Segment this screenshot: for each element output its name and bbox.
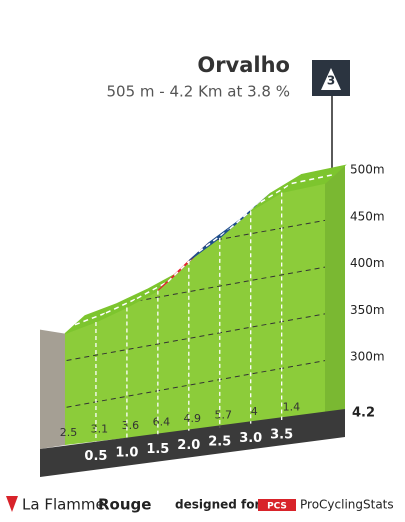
grid-line <box>65 263 325 319</box>
x-tick-label: 0.5 <box>84 449 107 464</box>
designed-for: designed for <box>175 498 260 512</box>
y-tick-label: 400m <box>350 256 385 270</box>
x-tick-label: 3.5 <box>270 428 293 443</box>
front-face <box>65 183 325 445</box>
pcs-logo <box>258 499 296 511</box>
climb-subtitle: 505 m - 4.2 Km at 3.8 % <box>106 83 290 101</box>
gradient-label: 3.1 <box>91 423 109 436</box>
grid-line <box>65 356 325 413</box>
center-line <box>136 281 169 300</box>
x-tick-label: 1.0 <box>115 445 138 460</box>
gradient-label: 4.9 <box>184 412 202 425</box>
x-tick-label: 2.5 <box>208 435 231 450</box>
y-tick-label: 350m <box>350 303 385 317</box>
center-line <box>291 173 336 185</box>
pcs-label: PCS <box>267 502 287 512</box>
gradient-label: 2.5 <box>60 426 78 439</box>
gradient-label: 6.4 <box>153 416 171 429</box>
end-face <box>325 165 345 415</box>
climb-title: Orvalho <box>197 53 290 77</box>
center-line <box>198 228 231 253</box>
footer: La Flamme Rouge designed for PCS ProCycl… <box>6 496 394 514</box>
gradient-label: 5.7 <box>214 408 232 421</box>
y-tick-label: 450m <box>350 209 385 223</box>
pcs-name: ProCyclingStats <box>300 498 394 512</box>
y-tick-label: 300m <box>350 350 385 364</box>
center-line <box>229 201 262 230</box>
gradient-label: 3.6 <box>122 419 140 432</box>
gradient-label: 4 <box>251 405 258 418</box>
center-line <box>260 182 293 203</box>
distance-band <box>40 409 345 477</box>
brand-a: La Flamme <box>22 496 105 514</box>
brand-b: Rouge <box>98 496 151 514</box>
center-line <box>105 297 138 314</box>
center-line <box>167 251 200 283</box>
brand-logo <box>6 496 18 512</box>
x-tick-label: 3.0 <box>239 431 262 446</box>
gradient-label: 1.4 <box>283 401 301 414</box>
center-line <box>74 312 107 326</box>
badge-triangle <box>321 68 341 90</box>
y-tick-label: 500m <box>350 163 385 177</box>
distance-total: 4.2 <box>352 406 375 421</box>
category-label: 3 <box>327 74 335 88</box>
plot: 300m 350m 400m 450m 500m 2.5 3.1 3.6 6.4 4.9 5.7 4 1… <box>40 163 385 477</box>
x-tick-label: 2.0 <box>177 438 200 453</box>
grid-line <box>65 309 325 366</box>
x-tick-label: 1.5 <box>146 442 169 457</box>
start-face <box>40 329 65 449</box>
